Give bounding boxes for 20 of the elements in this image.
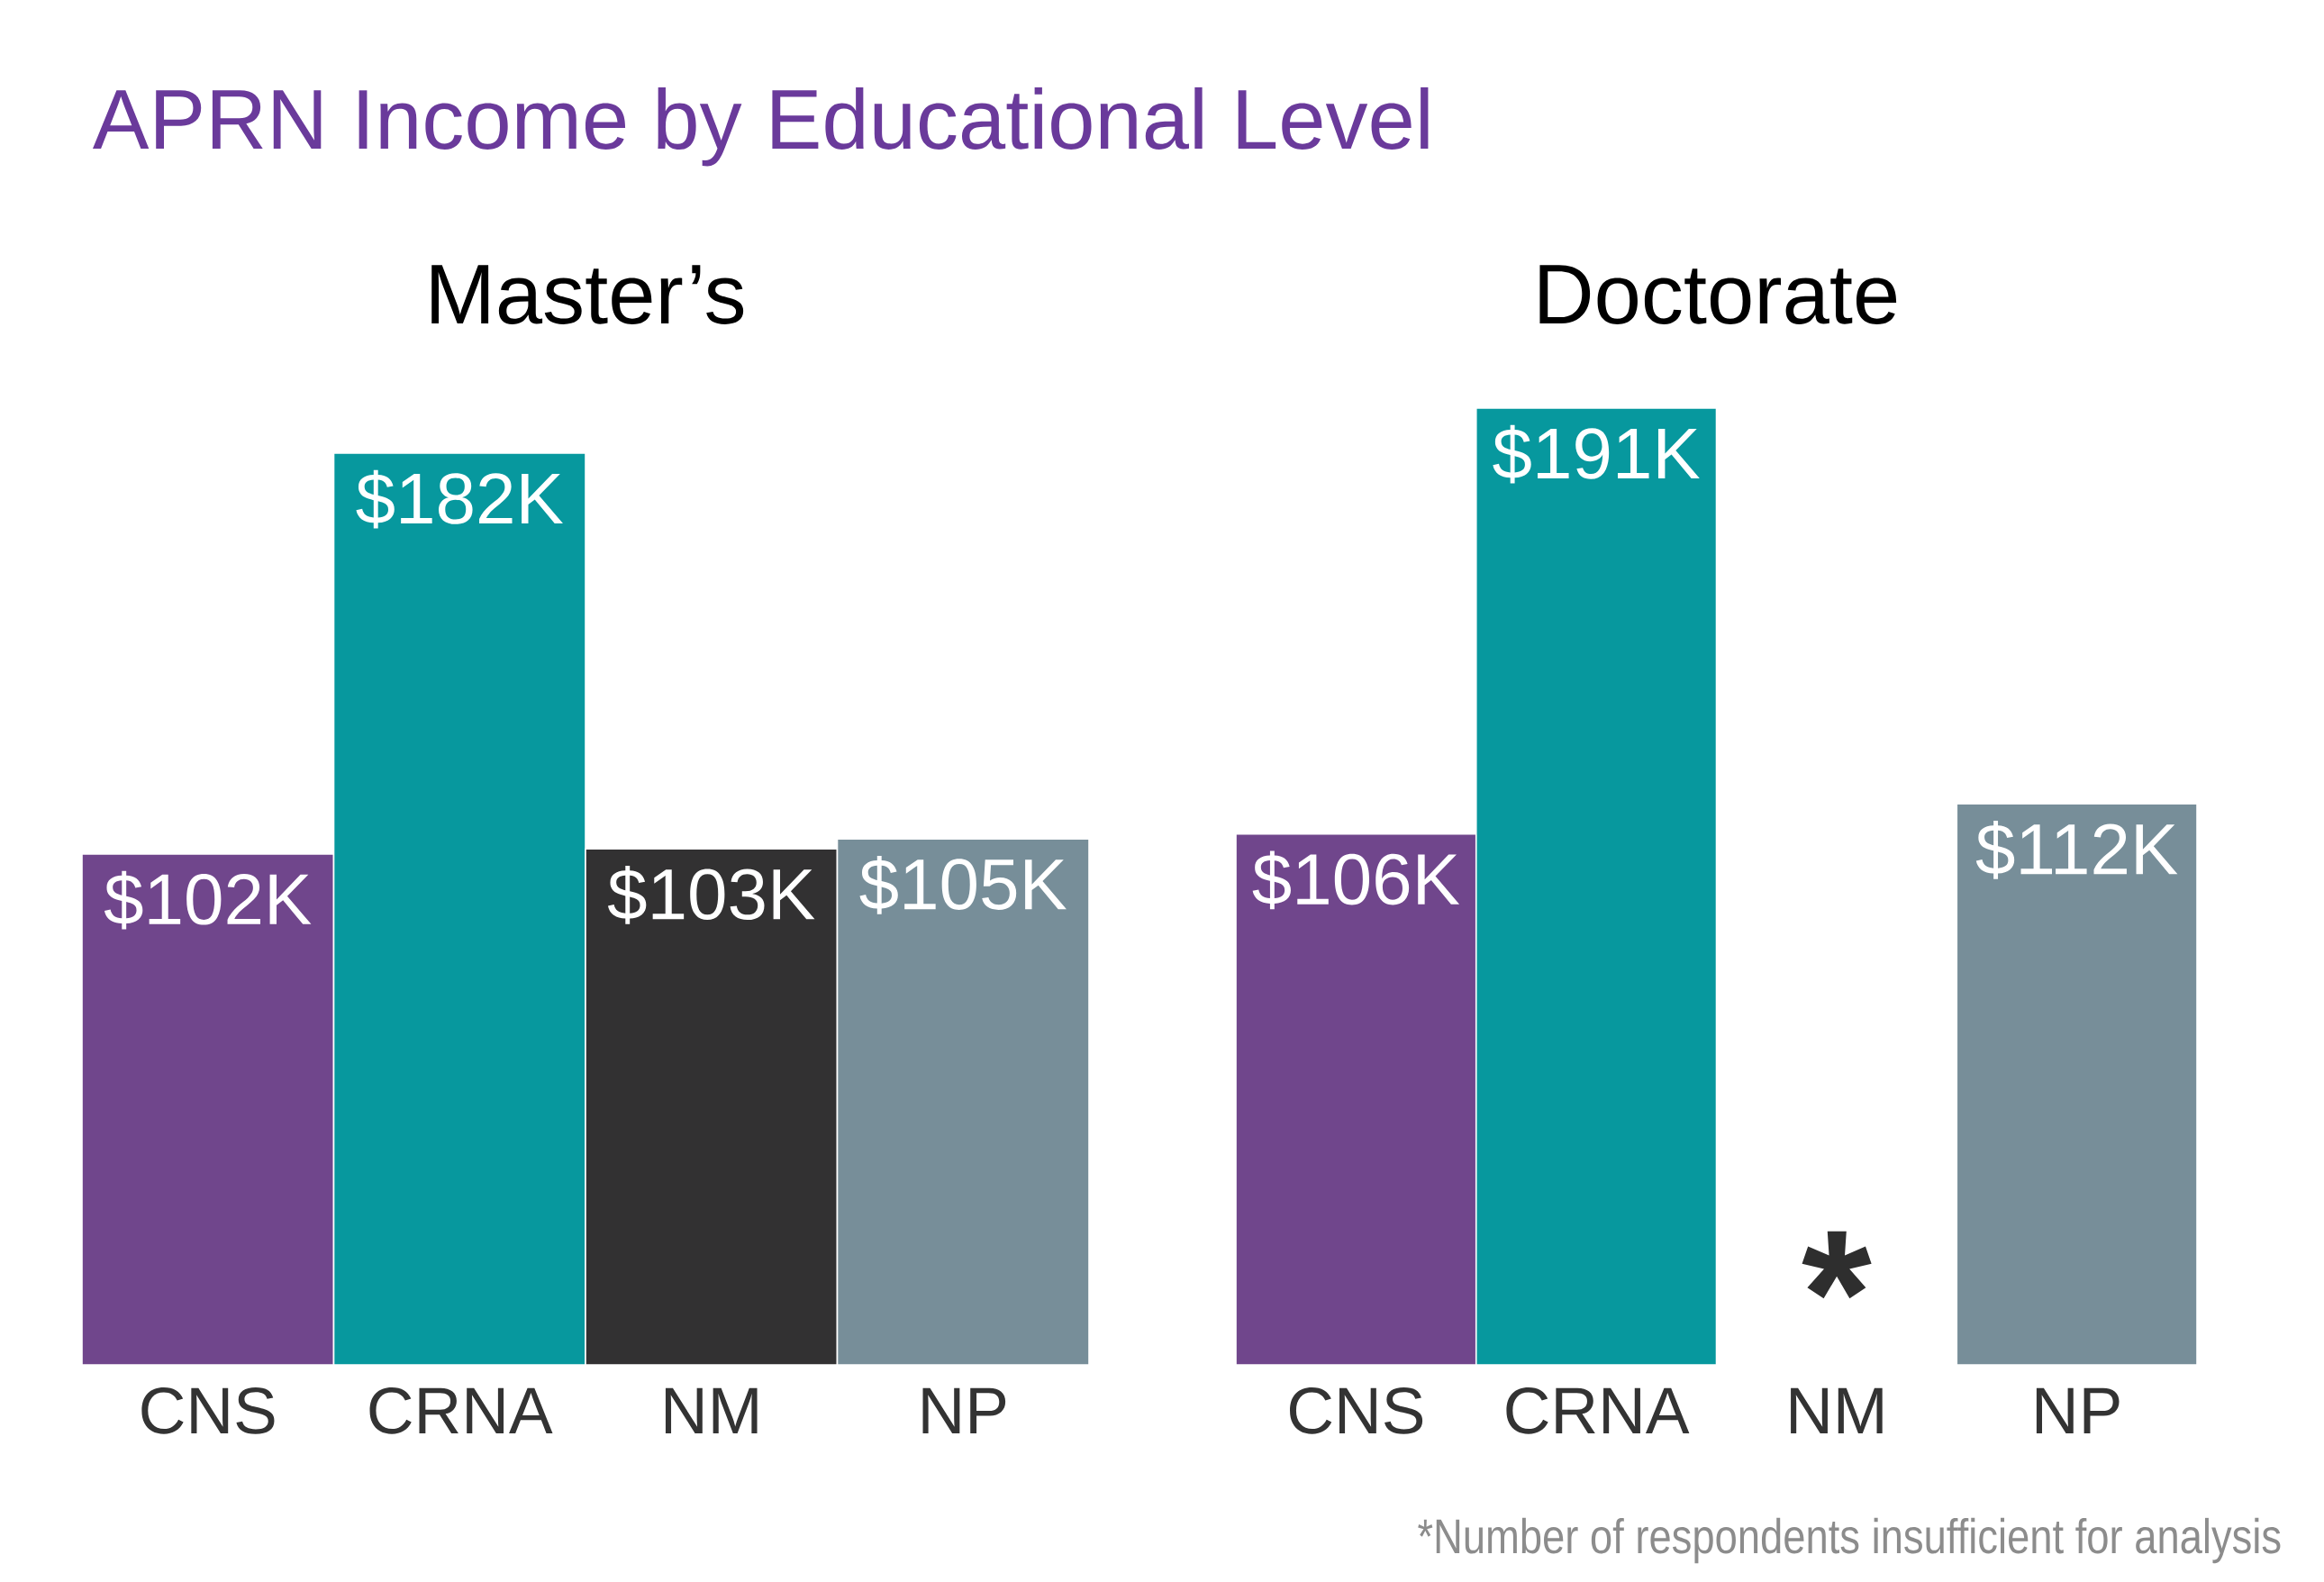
x-tick-label: CNS (141, 1387, 275, 1434)
chart-title: APRN Income by Educational Level (92, 86, 1429, 167)
x-tick-label: NP (922, 1387, 1006, 1433)
data-label: $103K (607, 866, 815, 924)
data-label: $191K (1493, 424, 1700, 484)
x-tick-label: NM (1791, 1387, 1883, 1433)
x-tick-label: NP (2036, 1387, 2120, 1433)
x-tick-label: NM (665, 1387, 758, 1433)
x-tick-label: CRNA (369, 1387, 553, 1434)
x-tick-label: CRNA (1506, 1387, 1690, 1434)
annotation: * (1802, 1231, 1872, 1299)
chart-title: Doctorate (1539, 265, 1897, 324)
text: *Number of respondents insufficient for analysis (1418, 1517, 2281, 1564)
chart-subtitle: Master’s (431, 265, 744, 324)
data-label: $106K (1252, 850, 1460, 910)
data-label: $112K (1975, 821, 2178, 879)
data-label: $182K (356, 469, 563, 529)
data-label: $105K (859, 855, 1067, 914)
data-label: $102K (104, 870, 312, 930)
x-tick-label: CNS (1290, 1387, 1423, 1434)
